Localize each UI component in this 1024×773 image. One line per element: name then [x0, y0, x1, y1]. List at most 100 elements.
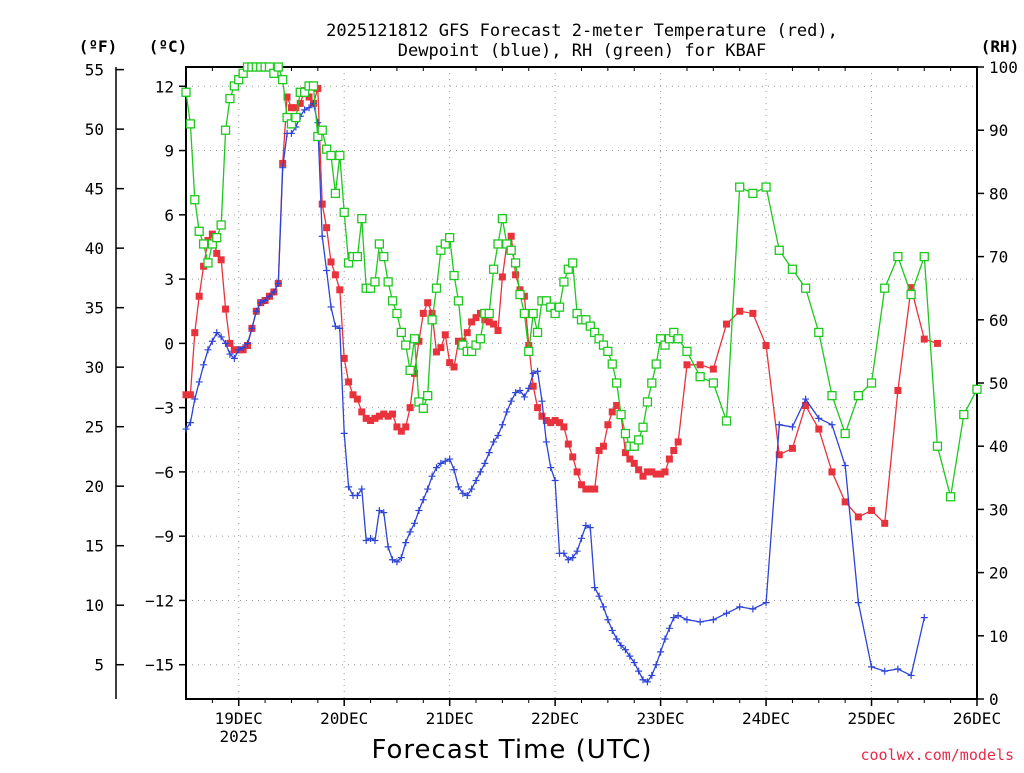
dewpoint-point — [472, 476, 480, 484]
rh-point — [532, 327, 543, 338]
dewpoint-point — [578, 534, 585, 542]
dewpoint-point — [314, 119, 322, 127]
rh-point — [827, 390, 837, 401]
dewpoint-point — [261, 297, 269, 305]
temperature-point — [375, 412, 383, 420]
dewpoint-point — [375, 506, 383, 514]
dewpoint-point — [613, 635, 621, 643]
dewpoint-point — [424, 485, 432, 493]
fahrenheit-tick-label: 5 — [94, 656, 104, 675]
rh-point — [423, 390, 433, 401]
temperature-point — [389, 410, 397, 418]
dewpoint-point — [894, 665, 902, 673]
dewpoint-point — [208, 337, 216, 345]
dewpoint-point — [397, 554, 405, 562]
temperature-point — [463, 329, 471, 337]
temperature-point — [762, 342, 770, 350]
rh-point — [673, 334, 683, 344]
dewpoint-point — [494, 431, 502, 439]
rh-point — [326, 150, 336, 161]
x-tick-label: 26DEC — [953, 709, 1001, 728]
dewpoint-point — [854, 599, 862, 607]
dewpoint-point — [437, 459, 445, 467]
rh-point — [383, 277, 393, 287]
rh-point — [814, 327, 824, 338]
dewpoint-point — [186, 419, 194, 427]
rh-point — [880, 283, 890, 293]
temperature-point — [551, 416, 559, 424]
fahrenheit-tick-label: 15 — [85, 537, 104, 556]
dewpoint-point — [815, 414, 823, 422]
temperature-point — [556, 419, 564, 427]
temperature-point — [578, 481, 585, 489]
temperature-point — [534, 404, 542, 412]
dewpoint-point — [287, 129, 295, 137]
rh-point — [642, 397, 653, 407]
temperature-point — [529, 382, 537, 390]
celsius-unit-label: (ºC) — [149, 37, 188, 56]
rh-tick-label: 10 — [989, 627, 1008, 646]
rh-point — [405, 365, 415, 376]
temperature-point — [907, 284, 915, 292]
rh-point — [317, 125, 327, 135]
dewpoint-point — [586, 524, 594, 532]
temperature-point — [709, 365, 717, 373]
dewpoint-point — [428, 472, 436, 480]
dewpoint-point — [301, 106, 309, 114]
x-axis-title: Forecast Time (UTC) — [371, 735, 652, 765]
temperature-point — [775, 451, 783, 459]
dewpoint-point — [331, 322, 339, 330]
dewpoint-point — [270, 288, 278, 296]
celsius-tick-label: −15 — [145, 656, 174, 675]
dewpoint-point — [841, 461, 849, 469]
dewpoint-point — [200, 361, 208, 369]
chart-title-line-1: 2025121812 GFS Forecast 2-meter Temperat… — [326, 21, 838, 41]
dewpoint-point — [191, 395, 199, 403]
dewpoint-point — [591, 584, 599, 592]
temperature-point — [573, 468, 581, 476]
dewpoint-point — [723, 609, 731, 617]
dewpoint-point — [881, 667, 889, 675]
x-tick-label: 20DEC — [320, 709, 368, 728]
rh-point — [620, 428, 631, 439]
temperature-point — [621, 449, 629, 457]
dewpoint-point — [213, 329, 221, 337]
rh-point — [647, 378, 657, 388]
rh-point — [453, 296, 464, 306]
celsius-tick-label: −9 — [155, 527, 174, 546]
rh-point — [761, 182, 771, 192]
temperature-point — [802, 401, 810, 409]
temperature-point — [854, 513, 862, 521]
dewpoint-point — [639, 676, 647, 684]
fahrenheit-tick-label: 45 — [85, 180, 104, 199]
dewpoint-point — [868, 663, 876, 671]
temperature-point — [494, 327, 502, 335]
rh-tick-label: 50 — [989, 374, 1008, 393]
temperature-point — [358, 408, 366, 416]
rh-point — [603, 346, 613, 357]
rh-point — [866, 378, 877, 388]
fahrenheit-tick-label: 40 — [85, 239, 104, 258]
fahrenheit-unit-label: (ºF) — [79, 37, 118, 56]
temperature-point — [195, 292, 203, 300]
rh-point — [475, 334, 486, 344]
temperature-point — [191, 329, 199, 337]
dewpoint-point — [560, 549, 568, 557]
rh-series-line — [185, 65, 978, 497]
temperature-point — [296, 99, 304, 107]
temperature-point — [815, 425, 823, 433]
rh-point — [374, 239, 385, 249]
x-tick-label: 22DEC — [531, 709, 579, 728]
temperature-point — [661, 468, 669, 476]
dewpoint-point — [446, 455, 454, 463]
temperature-point — [868, 506, 876, 514]
dewpoint-point — [683, 616, 691, 624]
dewpoint-point — [318, 232, 326, 240]
celsius-tick-label: −12 — [145, 591, 174, 610]
dewpoint-point — [512, 389, 520, 397]
dewpoint-point — [450, 466, 458, 474]
dewpoint-point — [503, 408, 511, 416]
temperature-point — [380, 410, 388, 418]
dewpoint-point — [358, 485, 366, 493]
rh-point — [638, 422, 648, 432]
